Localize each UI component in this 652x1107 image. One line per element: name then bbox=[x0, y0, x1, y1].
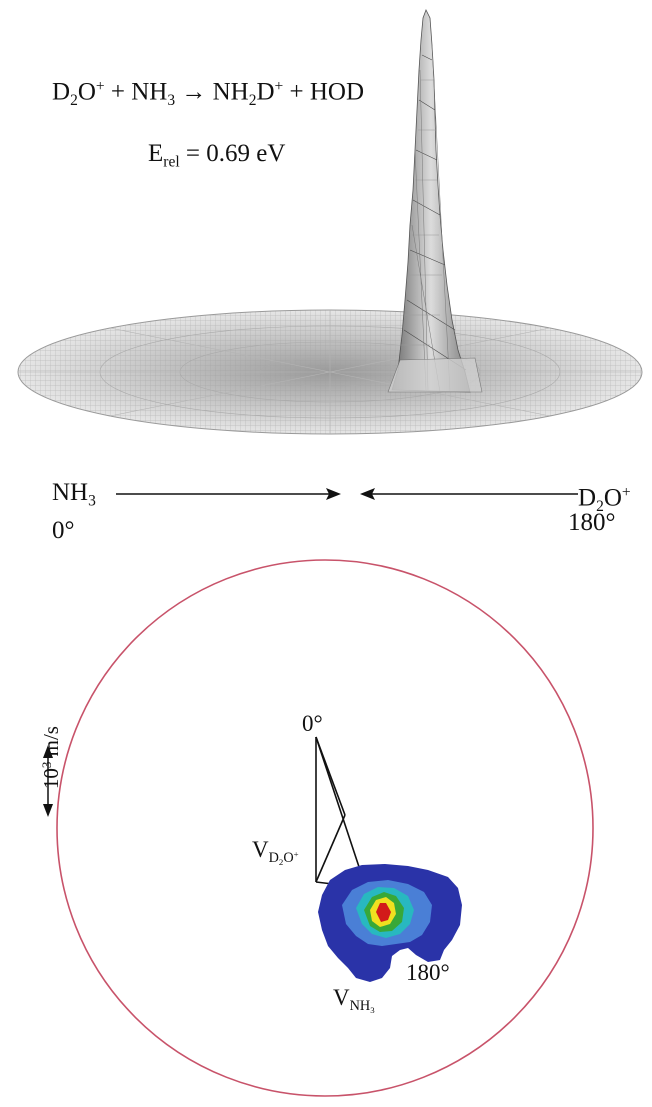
product-contour bbox=[318, 864, 462, 982]
d2o-beam-angle: 180° bbox=[568, 509, 616, 536]
scale-label: 103 m/s bbox=[38, 726, 64, 790]
nh3-beam-arrow bbox=[116, 488, 341, 500]
d2o-beam-label: D2O+ bbox=[578, 484, 631, 515]
scale-bar bbox=[43, 745, 53, 817]
newton-diagram bbox=[315, 736, 367, 889]
collision-energy-label: Erel = 0.69 eV bbox=[148, 140, 286, 171]
surface-peak bbox=[387, 9, 483, 393]
d2o-beam-arrow bbox=[360, 488, 578, 500]
surface-disc bbox=[17, 309, 643, 435]
one-eighty-degree-label: 180° bbox=[406, 960, 450, 985]
nh3-beam-label: NH3 0° bbox=[52, 479, 96, 545]
velocity-circle bbox=[56, 559, 594, 1097]
zero-degree-label: 0° bbox=[302, 711, 323, 736]
reaction-equation: D2O+ + NH3 → NH2D+ + HOD bbox=[52, 78, 365, 109]
v-nh3-label: VNH3 bbox=[333, 985, 375, 1016]
v-d2o-label: VD2O+ bbox=[252, 837, 299, 868]
